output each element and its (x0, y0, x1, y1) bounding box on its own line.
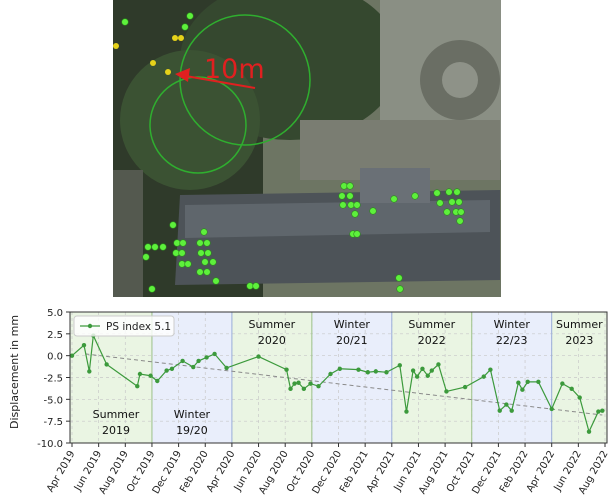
season-band (551, 312, 607, 443)
aerial-photo: 10m (113, 0, 501, 297)
data-point (509, 408, 514, 413)
data-point (365, 370, 371, 375)
data-point (586, 429, 592, 434)
data-point (560, 381, 565, 386)
data-point (224, 365, 229, 371)
data-point (164, 368, 169, 373)
season-label: 20/21 (336, 334, 368, 347)
data-point (425, 373, 430, 378)
season-label: 2019 (102, 424, 130, 437)
data-point (155, 378, 160, 384)
data-point (414, 374, 420, 379)
data-point (301, 386, 307, 392)
data-point (148, 373, 153, 378)
y-tick-label: -7.5 (43, 417, 63, 428)
data-point (212, 351, 217, 357)
data-point (404, 409, 409, 414)
data-point (497, 408, 502, 413)
season-label: 19/20 (176, 424, 208, 437)
scale-label: 10m (204, 54, 265, 85)
data-point (481, 374, 486, 379)
data-point (600, 408, 605, 413)
data-point (520, 387, 525, 392)
data-point (596, 409, 601, 414)
data-point (316, 384, 321, 389)
data-point (525, 379, 530, 385)
y-tick-label: 5.0 (47, 308, 63, 319)
legend-box (73, 315, 175, 337)
data-point (191, 364, 196, 370)
season-label: 2022 (418, 334, 446, 347)
y-axis-label: Displacement in mm (8, 315, 21, 429)
y-tick-label: -2.5 (43, 374, 63, 385)
trend-line (85, 353, 603, 416)
data-point (69, 353, 75, 358)
data-point (135, 384, 140, 389)
data-point (410, 368, 416, 373)
legend-label: PS index 5.1 (106, 321, 171, 333)
data-point (137, 371, 143, 377)
data-point (488, 367, 493, 372)
data-point (356, 367, 361, 372)
y-tick-label: -10.0 (37, 439, 63, 450)
data-point (169, 366, 175, 371)
data-point (429, 368, 434, 373)
y-tick-label: -5.0 (43, 395, 63, 406)
data-point (504, 402, 509, 407)
data-point (292, 381, 297, 386)
data-point (81, 342, 87, 348)
data-point (196, 358, 201, 364)
season-label: Summer (556, 318, 603, 331)
data-point (256, 354, 261, 359)
y-tick-label: 2.5 (47, 330, 63, 341)
season-label: Winter (334, 318, 371, 331)
data-point (569, 386, 574, 392)
data-point (436, 362, 441, 367)
data-point (536, 379, 541, 385)
data-point (180, 358, 185, 364)
season-label: 22/23 (496, 334, 528, 347)
data-point (373, 369, 379, 374)
season-label: 2020 (258, 334, 286, 347)
legend: PS index 5.1 (73, 315, 175, 337)
season-label: Summer (249, 318, 296, 331)
season-label: Winter (174, 408, 211, 421)
y-tick-label: 0.0 (47, 352, 63, 363)
legend-marker (87, 323, 93, 329)
season-label: Winter (494, 318, 531, 331)
data-point (284, 367, 289, 372)
data-point (328, 371, 333, 377)
data-point (397, 363, 402, 368)
data-point (577, 395, 582, 400)
season-label: Summer (408, 318, 455, 331)
data-point (288, 386, 293, 392)
data-point (420, 366, 425, 371)
data-point (384, 370, 389, 375)
plot-frame (69, 311, 608, 444)
data-point (104, 362, 109, 367)
data-point (87, 369, 92, 374)
season-label: 2023 (565, 334, 593, 347)
data-point (308, 381, 313, 386)
data-point (549, 406, 554, 412)
data-point (296, 380, 301, 385)
data-point (516, 380, 521, 385)
data-point (204, 355, 209, 360)
data-point (444, 389, 449, 394)
season-label: Summer (93, 408, 140, 421)
data-point (462, 384, 468, 390)
data-point (337, 366, 343, 371)
